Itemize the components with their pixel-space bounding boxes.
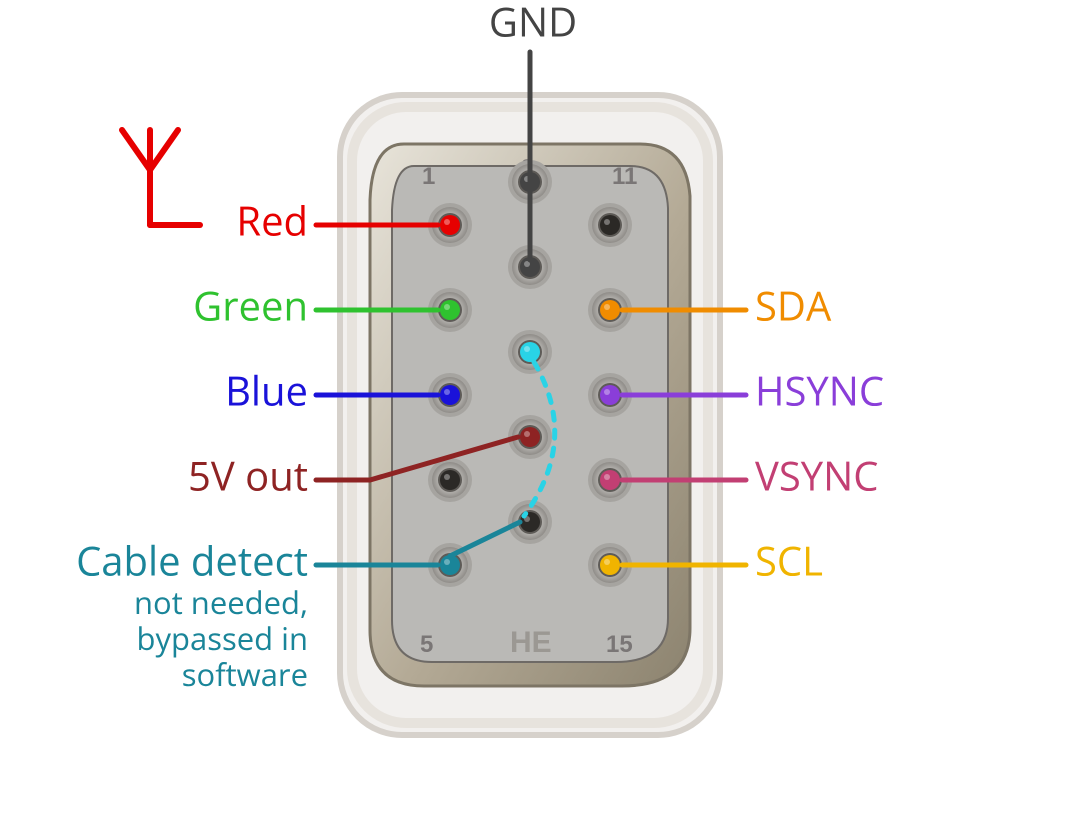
- pin-p4: [428, 458, 472, 502]
- label-hsync: HSYNC: [755, 363, 884, 418]
- label-vsync: VSYNC: [755, 448, 878, 503]
- pin-number-11: 11: [612, 163, 637, 190]
- label-sda: SDA: [755, 278, 832, 333]
- molding-mark: HE: [510, 626, 552, 659]
- label-blue: Blue: [225, 363, 308, 418]
- label-red: Red: [236, 193, 308, 248]
- pin-p11: [588, 203, 632, 247]
- vga-pinout-diagram: 1 6 11 5 15 HE GNDRedGreenBlue5V outCabl…: [0, 0, 1067, 829]
- label-5v: 5V out: [188, 448, 308, 503]
- label-cable-sub3: software: [182, 654, 308, 696]
- antenna-icon: [122, 130, 200, 225]
- pin-number-15: 15: [606, 631, 633, 658]
- label-scl: SCL: [755, 533, 823, 588]
- pin-number-5: 5: [420, 631, 433, 658]
- pin-number-1: 1: [422, 163, 435, 190]
- label-green: Green: [193, 278, 308, 333]
- pin-gnd8: [508, 330, 552, 374]
- label-cable-detect: Cable detect: [76, 533, 308, 588]
- label-gnd: GND: [489, 0, 577, 49]
